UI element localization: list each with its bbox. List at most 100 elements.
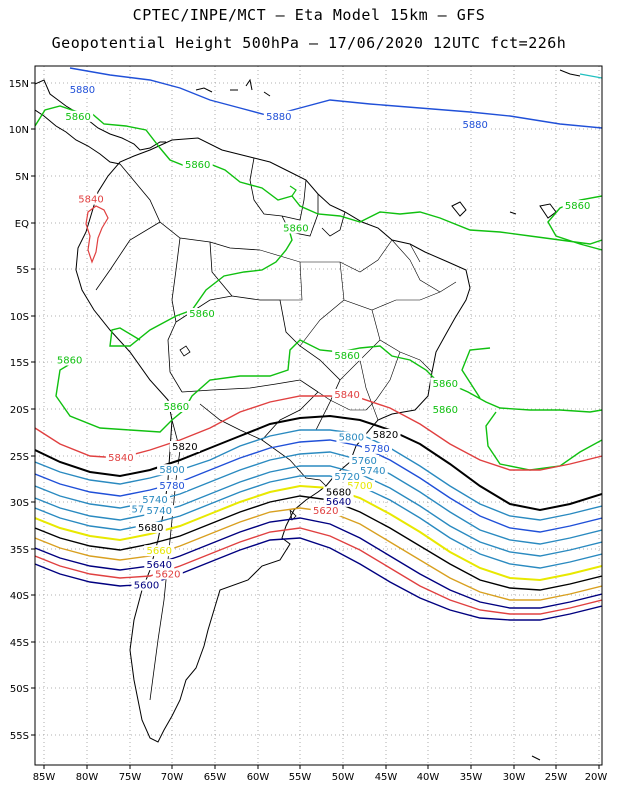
contour-label-bg: [157, 464, 188, 476]
contour-5860-south: [55, 339, 602, 471]
contour-label: 5620: [155, 569, 180, 580]
lon-label-70w: 70W: [161, 772, 184, 783]
lon-label-40w: 40W: [417, 772, 440, 783]
atlantic-islands: [451, 201, 557, 761]
contour-5720: [35, 475, 602, 569]
contour-label-bg: [140, 494, 170, 505]
contour-label-bg: [186, 308, 217, 319]
contour-label: 5800: [339, 433, 364, 444]
lon-label-45w: 45W: [375, 772, 398, 783]
contour-label-bg: [131, 579, 162, 591]
lat-label-55s: 55S: [10, 731, 29, 742]
contour-label-bg: [332, 470, 363, 482]
contour-5860-north: [35, 105, 602, 251]
contour-label: 5680: [138, 523, 163, 534]
contour-label: 5860: [283, 223, 308, 234]
contour-5800: [35, 429, 602, 521]
contour-label: 5820: [373, 430, 398, 441]
lat-label-30s: 30S: [10, 498, 29, 509]
contour-label: 5640: [326, 497, 351, 508]
lon-label-75w: 75W: [119, 772, 142, 783]
lon-label-85w: 85W: [33, 772, 56, 783]
contour-5820: [35, 414, 602, 512]
contour-label-bg: [562, 200, 593, 212]
lat-label-50s: 50S: [10, 684, 29, 695]
contour-label-bg: [370, 428, 401, 440]
contour-label: 5760: [351, 456, 376, 467]
lon-label-80w: 80W: [76, 772, 99, 783]
lat-label-15n: 15N: [9, 79, 29, 90]
contour-label: 5880: [462, 120, 487, 131]
contour-label: 5840: [334, 390, 359, 401]
lat-label-5n: 5N: [15, 172, 29, 183]
lon-label-25w: 25W: [545, 772, 568, 783]
lat-label-25s: 25S: [10, 452, 29, 463]
lat-lon-grid: [35, 66, 602, 765]
contour-label-bg: [323, 486, 354, 498]
contour-5860-amazon: [109, 225, 293, 347]
contour-label: 5720: [334, 472, 359, 483]
contour-label-bg: [460, 119, 491, 131]
lat-label-10n: 10N: [9, 125, 29, 136]
contour-label-bg: [161, 401, 192, 412]
contour-label-bg: [75, 193, 106, 205]
contour-5740: [35, 465, 602, 557]
contour-5780: [35, 439, 602, 533]
contour-label: 5620: [313, 506, 338, 517]
contour-label-bg: [144, 559, 175, 571]
map-frame: [34, 65, 603, 766]
contour-label: 5780: [364, 444, 389, 455]
contour-label-bg: [157, 480, 188, 492]
contour-label-bg: [332, 388, 363, 400]
contour-5680: [35, 495, 602, 591]
contour-label: 5780: [159, 481, 184, 492]
lat-label-40s: 40S: [10, 591, 29, 602]
contour-label-bg: [280, 222, 311, 234]
contour-5760: [35, 451, 602, 545]
contour-label-bg: [344, 480, 375, 492]
title-line-2: Geopotential Height 500hPa – 17/06/2020 …: [51, 34, 567, 52]
contour-label: 5680: [326, 488, 351, 499]
contour-5840-andes: [85, 205, 109, 264]
contour-label-bg: [349, 454, 380, 466]
lat-label-15s: 15S: [10, 358, 29, 369]
state-borders: [259, 239, 457, 421]
lat-label-eq: EQ: [15, 219, 29, 230]
contour-label: 5860: [189, 309, 214, 320]
contour-label-bg: [182, 159, 213, 171]
contour-cyan-corner: [579, 73, 602, 79]
south-america-coastline: [75, 137, 471, 743]
contour-label-bg: [129, 503, 146, 515]
contour-label-bg: [362, 442, 392, 454]
lat-label-10s: 10S: [10, 312, 29, 323]
contour-label-bg: [135, 521, 166, 533]
lat-label-20s: 20S: [10, 405, 29, 416]
lat-label-5s: 5S: [16, 265, 29, 276]
contour-5620: [35, 527, 602, 615]
lon-label-20w: 20W: [585, 772, 608, 783]
contour-label-bg: [430, 403, 461, 415]
contour-label-bg: [336, 431, 367, 443]
contour-label-bg: [105, 452, 136, 464]
contour-label: 5740: [147, 506, 172, 517]
contour-label: 5860: [565, 201, 590, 212]
contour-label: 5840: [78, 195, 103, 206]
contour-labels: 5880 5880 5880 5860 5860 5860 5860 5860 5860 5860…: [54, 83, 593, 592]
contour-5860-corner: [289, 185, 297, 197]
contour-label: 5700: [347, 481, 372, 492]
contour-label: 5600: [134, 581, 159, 592]
contour-label: 5860: [57, 356, 82, 367]
contour-label: 5880: [266, 112, 291, 123]
lon-label-50w: 50W: [332, 772, 355, 783]
contour-label: 57: [132, 504, 145, 515]
contour-label-bg: [63, 110, 94, 122]
contour-5880: [69, 67, 602, 129]
lon-label-30w: 30W: [503, 772, 526, 783]
country-borders: [95, 157, 346, 701]
lat-label-45s: 45S: [10, 638, 29, 649]
contour-label: 5860: [65, 112, 90, 123]
contour-label-bg: [152, 568, 183, 580]
contour-label: 5860: [433, 379, 458, 390]
contour-label: 5820: [172, 442, 197, 453]
